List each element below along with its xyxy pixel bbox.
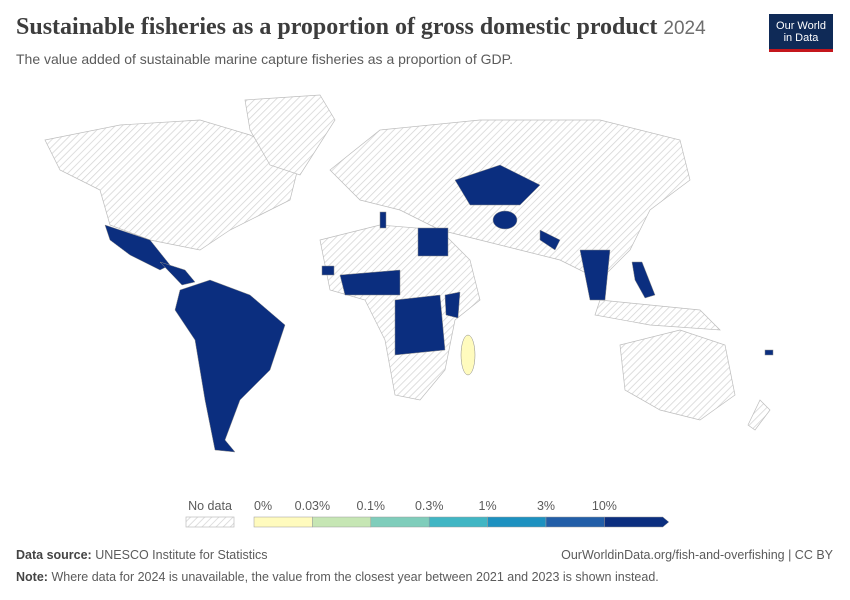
legend-swatch [604, 516, 670, 528]
logo[interactable]: Our World in Data [769, 14, 833, 52]
note: Note: Where data for 2024 is unavailable… [16, 570, 659, 584]
logo-line: Our World [776, 20, 826, 32]
legend: No data 0% 0.03% 0.1% 0.3% 1% 3% 10% [185, 499, 670, 528]
legend-label: 1% [479, 499, 497, 513]
title-row: Sustainable fisheries as a proportion of… [16, 14, 706, 41]
legend-label: 0.03% [295, 499, 330, 513]
source: Data source: UNESCO Institute for Statis… [16, 548, 268, 562]
legend-swatch [253, 516, 313, 528]
legend-no-data-swatch [185, 516, 235, 528]
legend-label: 0% [254, 499, 272, 513]
title: Sustainable fisheries as a proportion of… [16, 14, 658, 40]
legend-swatch [370, 516, 430, 528]
note-text: Where data for 2024 is unavailable, the … [51, 570, 659, 584]
legend-label: 0.1% [357, 499, 386, 513]
legend-label: 3% [537, 499, 555, 513]
source-label: Data source: [16, 548, 92, 562]
map: No data 0% 0.03% 0.1% 0.3% 1% 3% 10% [44, 94, 774, 528]
low-bin-country [460, 334, 476, 376]
url[interactable]: OurWorldinData.org/fish-and-overfishing … [561, 548, 833, 562]
legend-label: 10% [592, 499, 617, 513]
legend-swatch [428, 516, 488, 528]
legend-swatch [545, 516, 605, 528]
top-bin-countries [104, 164, 774, 453]
legend-swatch [312, 516, 372, 528]
no-data-land [44, 94, 771, 431]
logo-line: in Data [783, 32, 819, 44]
source-text: UNESCO Institute for Statistics [95, 548, 268, 562]
legend-swatch [487, 516, 547, 528]
year: 2024 [663, 18, 706, 39]
note-label: Note: [16, 570, 48, 584]
subtitle: The value added of sustainable marine ca… [16, 51, 514, 67]
legend-no-data-label: No data [188, 499, 232, 513]
legend-label: 0.3% [415, 499, 444, 513]
